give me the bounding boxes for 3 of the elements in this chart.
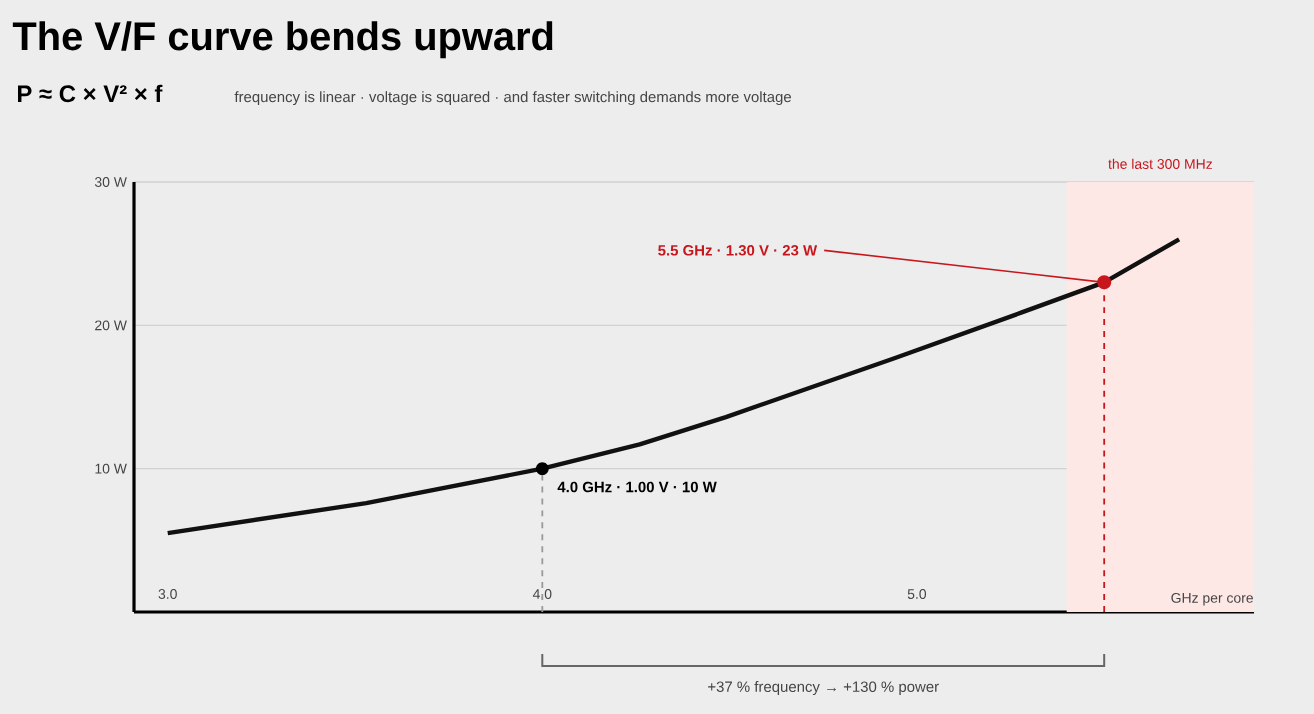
chart-title: The V/F curve bends upward [12, 21, 553, 59]
text: P ≈ C × V² × f [18, 84, 163, 103]
line-series [165, 237, 1182, 536]
